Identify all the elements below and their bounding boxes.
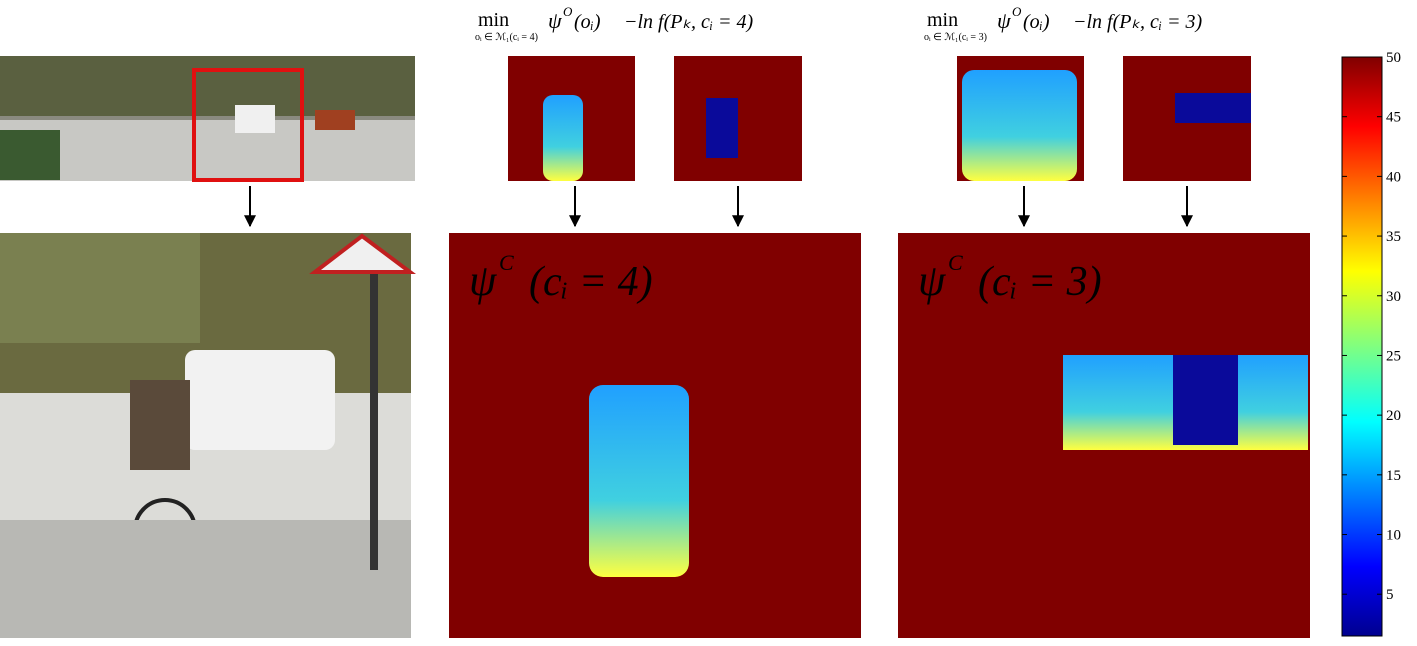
label-arg: (cᵢ = 3) — [978, 259, 1102, 305]
heat-dark — [1173, 355, 1238, 445]
formula-psi: ψ — [548, 8, 562, 33]
street-photo-crop — [0, 233, 416, 638]
colorbar-tick-label: 25 — [1386, 348, 1401, 364]
label-arg: (cᵢ = 4) — [529, 259, 653, 305]
unary-box — [706, 98, 738, 158]
heat-blob — [962, 70, 1077, 181]
formula-psi-sup: O — [563, 4, 573, 19]
label-psi: ψ — [469, 256, 497, 305]
formula-psi: ψ — [997, 8, 1011, 33]
colorbar — [1341, 56, 1383, 637]
colorbar-tick-label: 5 — [1386, 587, 1394, 603]
colorbar-tick-label: 20 — [1386, 408, 1401, 424]
label-psi: ψ — [918, 256, 946, 305]
label-sup: C — [499, 250, 514, 275]
heat-blob — [589, 385, 689, 577]
heat-blob — [543, 95, 583, 181]
formula-psi-sup: O — [1012, 4, 1022, 19]
colorbar-tick-label: 10 — [1386, 528, 1401, 544]
formula-min: min — [927, 9, 958, 31]
unary-box — [1175, 93, 1251, 123]
formula-unary: −ln f(Pₖ, cᵢ = 4) — [624, 11, 754, 33]
formula-min: min — [478, 9, 509, 31]
colorbar-tick-label: 15 — [1386, 468, 1401, 484]
colorbar-tick-label: 40 — [1386, 169, 1401, 185]
formula-psi-arg: (oᵢ) — [1023, 11, 1050, 33]
colorbar-tick-label: 45 — [1386, 110, 1401, 126]
formula-subscript: oᵢ ∈ ℳ₁(cᵢ = 3) — [924, 32, 987, 43]
label-sup: C — [948, 250, 963, 275]
street-photo-small — [0, 56, 415, 182]
formula-unary: −ln f(Pₖ, cᵢ = 3) — [1073, 11, 1203, 33]
formula-psi-arg: (oᵢ) — [574, 11, 601, 33]
colorbar-tick-label: 30 — [1386, 289, 1401, 305]
colorbar-tick-label: 50 — [1386, 50, 1401, 66]
colorbar-tick-label: 35 — [1386, 229, 1401, 245]
formula-subscript: oᵢ ∈ ℳ₁(cᵢ = 4) — [475, 32, 538, 43]
